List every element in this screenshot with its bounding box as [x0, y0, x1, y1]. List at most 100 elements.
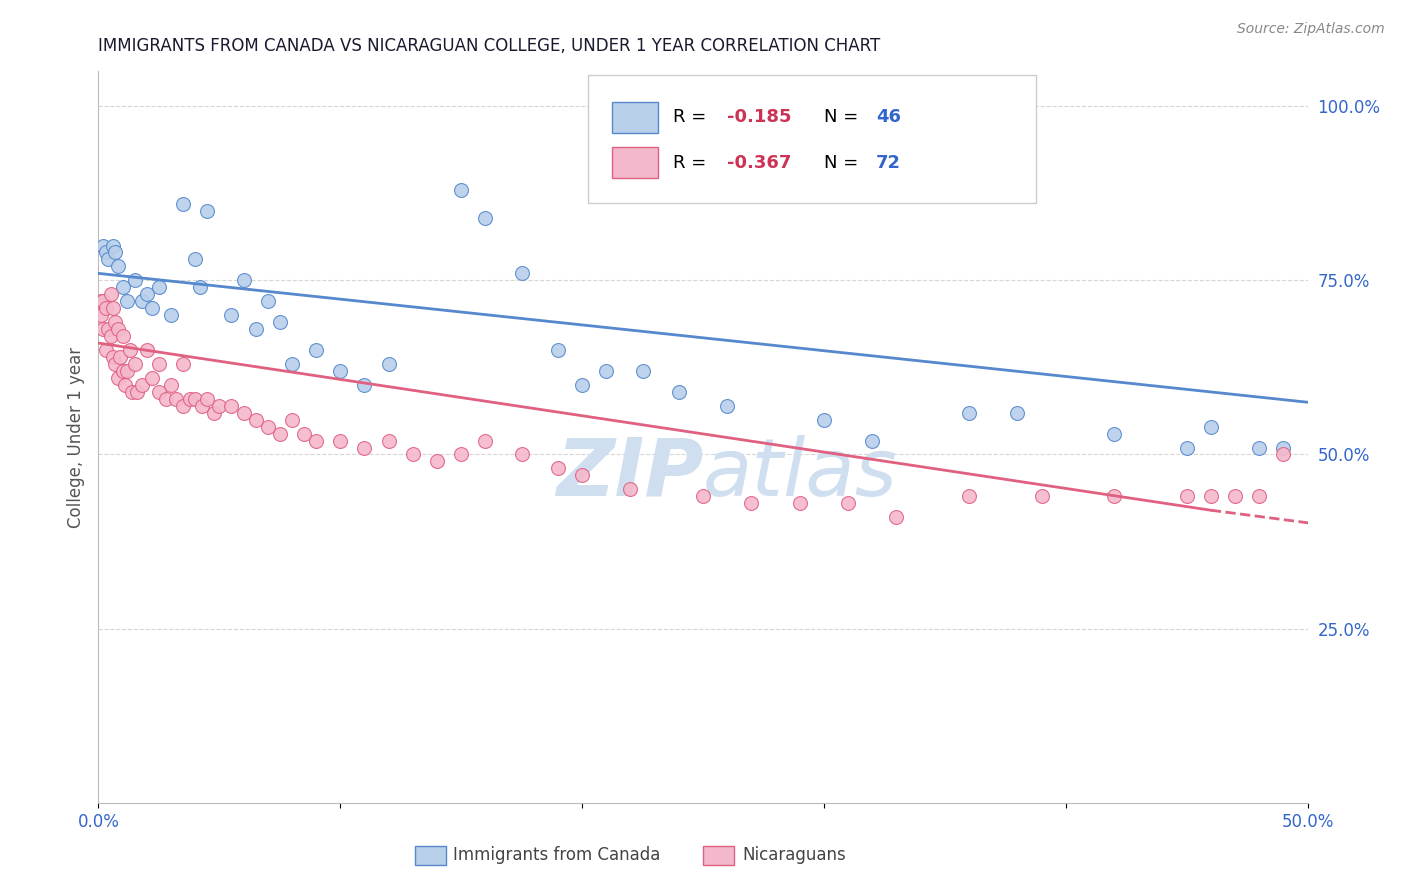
Point: [195, 203, 218, 218]
Text: 46: 46: [876, 109, 901, 127]
Point: [90, 308, 112, 322]
Point: [131, 294, 153, 309]
Point: [547, 461, 569, 475]
FancyBboxPatch shape: [613, 147, 658, 178]
Y-axis label: College, Under 1 year: College, Under 1 year: [66, 346, 84, 528]
Point: [127, 384, 149, 399]
Point: [510, 448, 533, 462]
Point: [172, 399, 194, 413]
Point: [117, 294, 139, 309]
Point: [789, 496, 811, 510]
Point: [135, 343, 157, 357]
Point: [474, 434, 496, 448]
Point: [957, 406, 980, 420]
Point: [104, 315, 127, 329]
Point: [353, 377, 375, 392]
Point: [131, 377, 153, 392]
Point: [111, 280, 134, 294]
Text: Source: ZipAtlas.com: Source: ZipAtlas.com: [1237, 22, 1385, 37]
Point: [1175, 489, 1198, 503]
Point: [204, 406, 226, 420]
Point: [91, 322, 114, 336]
Point: [1007, 406, 1029, 420]
Point: [100, 287, 122, 301]
Point: [172, 357, 194, 371]
Point: [450, 183, 472, 197]
Point: [188, 280, 211, 294]
Point: [148, 280, 170, 294]
Point: [1199, 489, 1222, 503]
Point: [1031, 489, 1053, 503]
Point: [208, 399, 231, 413]
Point: [474, 211, 496, 225]
Text: 72: 72: [876, 153, 901, 172]
Point: [269, 315, 291, 329]
Point: [957, 489, 980, 503]
Point: [716, 399, 738, 413]
Point: [232, 273, 254, 287]
Point: [1249, 489, 1271, 503]
Point: [692, 489, 714, 503]
Point: [160, 377, 183, 392]
Point: [184, 392, 207, 406]
Point: [114, 377, 136, 392]
Point: [124, 357, 146, 371]
Point: [101, 350, 124, 364]
Point: [135, 287, 157, 301]
Point: [402, 448, 425, 462]
Point: [155, 392, 177, 406]
Point: [281, 412, 304, 426]
Point: [94, 245, 117, 260]
Point: [118, 343, 141, 357]
Point: [179, 392, 201, 406]
Point: [837, 496, 859, 510]
Point: [305, 343, 328, 357]
Point: [165, 392, 187, 406]
Text: Nicaraguans: Nicaraguans: [742, 847, 846, 864]
Point: [510, 266, 533, 280]
Point: [104, 357, 127, 371]
Text: atlas: atlas: [703, 434, 898, 513]
Point: [631, 364, 654, 378]
Point: [269, 426, 291, 441]
Point: [813, 412, 835, 426]
Point: [221, 399, 243, 413]
Text: N =: N =: [824, 109, 863, 127]
Point: [90, 294, 112, 309]
Point: [121, 384, 143, 399]
Point: [97, 252, 120, 267]
Point: [232, 406, 254, 420]
Point: [571, 377, 593, 392]
Point: [292, 426, 315, 441]
Point: [1272, 448, 1295, 462]
Point: [160, 308, 183, 322]
FancyBboxPatch shape: [588, 75, 1035, 203]
Point: [886, 510, 908, 524]
Point: [305, 434, 328, 448]
Point: [100, 329, 122, 343]
Text: Immigrants from Canada: Immigrants from Canada: [453, 847, 659, 864]
Point: [94, 301, 117, 316]
Point: [1249, 441, 1271, 455]
Point: [108, 350, 131, 364]
Point: [245, 412, 267, 426]
Point: [94, 343, 117, 357]
Point: [377, 357, 399, 371]
Point: [221, 308, 243, 322]
Text: -0.185: -0.185: [727, 109, 792, 127]
Point: [245, 322, 267, 336]
Point: [195, 392, 218, 406]
Point: [91, 238, 114, 252]
Text: IMMIGRANTS FROM CANADA VS NICARAGUAN COLLEGE, UNDER 1 YEAR CORRELATION CHART: IMMIGRANTS FROM CANADA VS NICARAGUAN COL…: [98, 37, 880, 54]
Point: [124, 273, 146, 287]
Point: [595, 364, 617, 378]
Point: [1102, 426, 1125, 441]
Point: [668, 384, 690, 399]
Point: [184, 252, 207, 267]
Point: [329, 364, 352, 378]
Point: [1272, 441, 1295, 455]
Point: [107, 322, 129, 336]
Point: [281, 357, 304, 371]
Point: [191, 399, 214, 413]
Point: [740, 496, 762, 510]
